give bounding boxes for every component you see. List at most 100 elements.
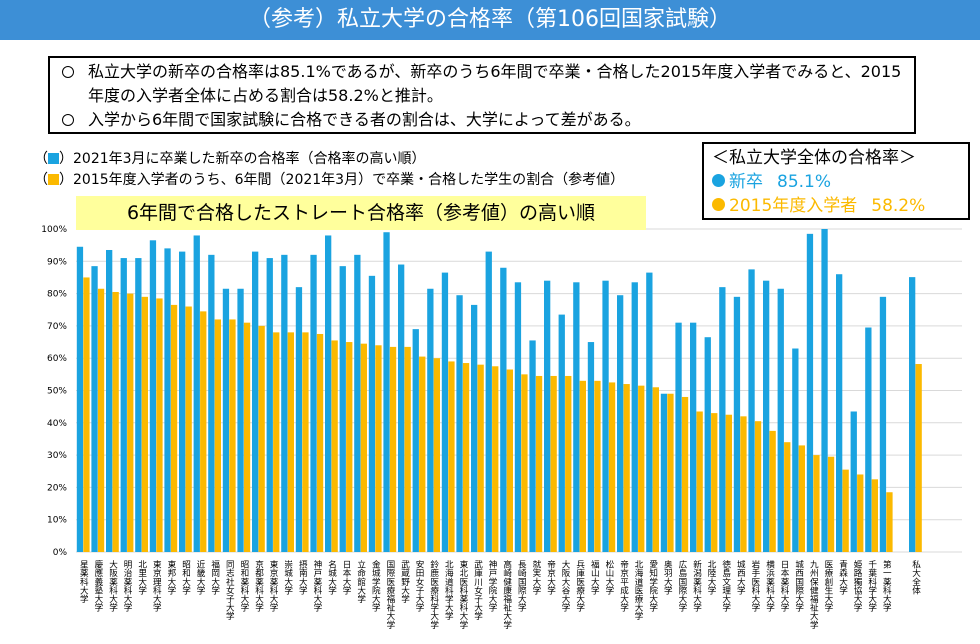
- note: 私立大学の新卒の合格率は85.1%であるが、新卒のうち6年間で卒業・合格した20…: [58, 60, 906, 108]
- x-tick-label: 東京理科大学: [151, 559, 161, 612]
- x-tick-label: 就実大学: [531, 559, 541, 595]
- bar: [83, 277, 90, 552]
- legend-bracket: ）: [59, 172, 73, 188]
- bar: [675, 322, 682, 552]
- x-tick-label: 城西国際大学: [794, 560, 804, 612]
- bar: [427, 288, 434, 552]
- x-tick-label: 神戸学院大学: [487, 559, 497, 612]
- bar: [404, 346, 411, 552]
- x-tick-label: 松山大学: [604, 559, 614, 595]
- x-tick-label: 奥羽大学: [662, 559, 672, 595]
- bar: [617, 295, 624, 552]
- legend-swatch: [48, 174, 59, 185]
- x-tick-label: 北陸大学: [706, 560, 716, 595]
- bar: [623, 384, 630, 552]
- y-tick-label: 60%: [47, 354, 67, 364]
- bar: [587, 342, 595, 552]
- bar: [535, 375, 543, 552]
- bar: [389, 346, 397, 552]
- bar: [222, 288, 230, 552]
- notes-box: 私立大学の新卒の合格率は85.1%であるが、新卒のうち6年間で卒業・合格した20…: [48, 56, 916, 134]
- x-tick-label: 崇城大学: [283, 560, 293, 595]
- bar: [871, 479, 878, 552]
- bar: [784, 442, 791, 552]
- x-tick-label: 青森大学: [838, 559, 848, 595]
- summary-value: 85.1%: [777, 172, 832, 192]
- bar: [886, 492, 893, 552]
- legend-label: 2015年度入学者のうち、6年間（2021年3月）で卒業・合格した学生の割合（参…: [73, 172, 625, 188]
- bar: [419, 356, 426, 552]
- bar: [704, 337, 711, 552]
- x-tick-label: 長崎国際大学: [516, 560, 526, 612]
- bar: [339, 266, 346, 552]
- bar: [156, 298, 163, 552]
- x-tick-label: 昭和大学: [181, 560, 191, 595]
- legend-entry: （ ）2021年3月に卒業した新卒の合格率（合格率の高い順）: [34, 148, 426, 168]
- bar: [879, 296, 887, 552]
- y-tick-label: 100%: [41, 225, 67, 235]
- x-tick-label: 高崎健康福祉大学: [502, 559, 512, 629]
- bar: [514, 282, 522, 552]
- bar: [141, 296, 148, 552]
- x-tick-label: 立命館大学: [356, 559, 366, 603]
- bar: [865, 327, 872, 552]
- bar: [170, 304, 178, 552]
- summary-box: ＜私立大学全体の合格率＞ 新卒 85.1% 2015年度入学者 58.2%: [702, 142, 970, 220]
- x-tick-label: 星薬科大学: [78, 560, 88, 603]
- bar: [237, 288, 244, 552]
- bar: [725, 414, 732, 552]
- bar: [565, 375, 572, 552]
- bar: [646, 272, 653, 552]
- bar: [462, 363, 470, 552]
- y-tick-label: 70%: [47, 322, 67, 332]
- bar: [310, 254, 317, 552]
- bar: [354, 254, 361, 552]
- x-tick-label: 摂南大学: [297, 559, 307, 595]
- bar: [857, 474, 864, 552]
- bar: [813, 455, 820, 552]
- x-tick-label: 広島国際大学: [677, 559, 687, 612]
- x-tick-label: 福岡大学: [210, 560, 220, 595]
- summary-label: 新卒: [729, 172, 763, 192]
- y-tick-label: 90%: [47, 257, 67, 267]
- bar: [608, 382, 616, 552]
- bar: [258, 325, 265, 552]
- y-tick-label: 20%: [47, 483, 67, 493]
- bar: [214, 319, 221, 552]
- bar: [719, 287, 726, 552]
- x-tick-label: 武庫川女子大学: [473, 559, 483, 621]
- bar: [179, 251, 186, 553]
- x-tick-label: 鈴鹿医療科学大学: [429, 559, 439, 629]
- x-tick-label: 岩手医科大学: [750, 559, 760, 612]
- bar: [375, 345, 382, 552]
- bar: [492, 366, 499, 552]
- legend-bracket: （: [34, 151, 48, 167]
- bar: [331, 340, 338, 552]
- note: 入学から6年間で国家試験に合格できる者の割合は、大学によって差がある。: [58, 108, 906, 132]
- legend-bracket: ）: [59, 151, 73, 167]
- bar: [836, 274, 843, 552]
- x-tick-label: 兵庫医療大学: [575, 559, 585, 612]
- bar: [120, 258, 127, 552]
- bar: [681, 396, 689, 552]
- x-tick-label: 福山大学: [589, 560, 599, 595]
- note-text: 入学から6年間で国家試験に合格できる者の割合は、大学によって差がある。: [88, 110, 641, 129]
- bar: [550, 375, 557, 552]
- bar: [281, 254, 288, 552]
- bar: [506, 369, 513, 552]
- x-tick-label: 千葉科学大学: [867, 560, 877, 612]
- x-tick-label: 愛知学院大学: [648, 559, 658, 612]
- bar: [821, 229, 828, 552]
- bar: [711, 413, 718, 552]
- bar: [827, 456, 835, 552]
- x-tick-label: 大阪薬科大学: [108, 559, 118, 612]
- bar: [631, 282, 638, 552]
- x-tick-label: 金城学院大学: [370, 559, 380, 612]
- x-tick-label: 近畿大学: [195, 559, 205, 595]
- summary-title: ＜私立大学全体の合格率＞: [712, 148, 916, 168]
- x-tick-label: 城西大学: [735, 560, 745, 595]
- bar: [346, 342, 353, 552]
- bar: [652, 387, 659, 552]
- legend-swatch: [48, 153, 59, 164]
